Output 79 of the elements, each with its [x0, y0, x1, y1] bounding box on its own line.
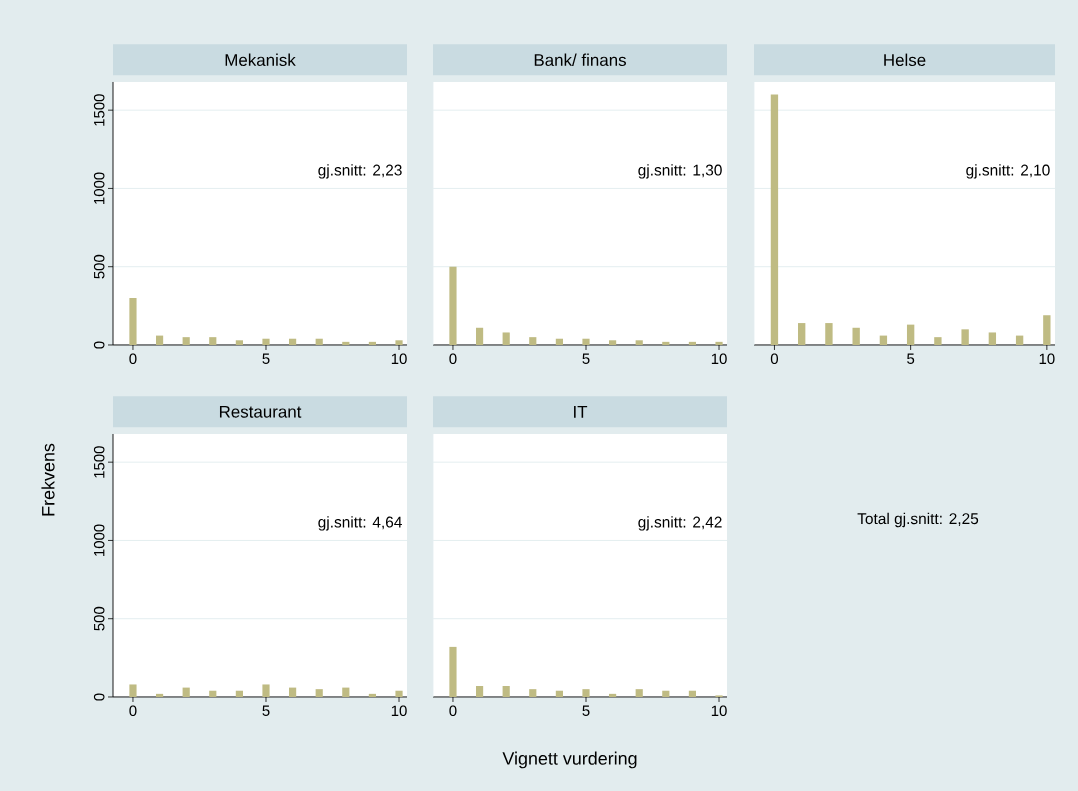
bar — [235, 340, 243, 345]
bar — [475, 686, 484, 697]
bar — [1015, 335, 1024, 345]
y-tick-label: 1500 — [93, 446, 105, 478]
x-tick-label: 5 — [262, 705, 270, 716]
bar — [155, 335, 164, 345]
bar — [988, 332, 997, 345]
bar — [798, 323, 806, 345]
x-tick-label: 5 — [907, 353, 915, 364]
chart-title: Restaurant — [219, 405, 302, 418]
x-tick-label: 5 — [582, 353, 590, 364]
bar — [825, 323, 833, 345]
x-tick-label: 10 — [711, 353, 727, 365]
annotation: gj.snitt: 2,10 — [966, 164, 1050, 179]
y-tick-label: 0 — [93, 693, 105, 701]
x-tick-label: 0 — [449, 353, 457, 365]
x-tick-label: 0 — [770, 353, 779, 365]
bar — [635, 340, 643, 345]
y-tick-label: 1500 — [93, 94, 105, 126]
bar — [262, 338, 270, 345]
x-tick-label: 10 — [391, 705, 407, 717]
bar — [529, 337, 537, 345]
bar — [555, 690, 563, 697]
y-tick-label: 1000 — [93, 172, 105, 204]
x-tick-label: 5 — [262, 353, 270, 364]
bar — [129, 298, 137, 345]
bar — [852, 327, 860, 345]
bar — [635, 689, 643, 697]
x-tick-label: 0 — [129, 353, 137, 365]
bar — [209, 337, 217, 345]
bar — [609, 340, 617, 345]
bar — [502, 332, 510, 345]
bar — [934, 337, 942, 345]
bar — [368, 341, 377, 345]
annotation: gj.snitt: 1,30 — [638, 164, 722, 179]
bar — [662, 690, 670, 697]
x-tick-label: 5 — [582, 705, 590, 716]
bar — [688, 690, 697, 697]
bar — [289, 338, 297, 345]
bar — [582, 689, 590, 697]
bar — [502, 686, 510, 697]
bar — [182, 337, 190, 345]
x-tick-label: 0 — [129, 705, 137, 717]
bar — [879, 335, 888, 345]
bar — [770, 94, 779, 345]
bar — [315, 338, 323, 345]
annotation: gj.snitt: 2,23 — [318, 164, 402, 179]
bar — [906, 324, 915, 345]
bar — [582, 338, 590, 345]
bar — [529, 689, 537, 697]
bar — [475, 327, 484, 345]
y-tick-label: 500 — [93, 254, 105, 279]
bar — [395, 340, 403, 345]
bar — [555, 338, 563, 345]
bar — [715, 341, 723, 345]
bar — [342, 341, 350, 345]
bar — [449, 646, 457, 697]
bar — [1043, 315, 1051, 345]
x-tick-label: 10 — [711, 705, 727, 717]
y-tick-label: 500 — [93, 606, 105, 631]
chart-title: IT — [574, 405, 588, 418]
bar — [662, 341, 670, 345]
bar — [961, 329, 969, 345]
chart-title: Helse — [884, 53, 926, 67]
chart-title: Bank/ finans — [534, 53, 626, 67]
x-axis-title: Vignett vurdering — [502, 751, 637, 769]
y-tick-label: 1000 — [93, 524, 105, 556]
y-axis-title: Frekvens — [41, 443, 55, 516]
text: Total gj.snitt: 2,25 — [857, 512, 979, 528]
bar — [688, 341, 697, 345]
y-tick-label: 0 — [93, 341, 105, 349]
annotation: gj.snitt: 2,42 — [638, 516, 722, 531]
chart-title: Mekanisk — [225, 53, 296, 67]
bar — [449, 266, 457, 345]
x-tick-label: 0 — [449, 705, 457, 717]
bar — [609, 693, 617, 697]
annotation: gj.snitt: 4,64 — [318, 516, 402, 531]
x-tick-label: 10 — [1039, 353, 1055, 365]
x-tick-label: 10 — [391, 353, 407, 365]
